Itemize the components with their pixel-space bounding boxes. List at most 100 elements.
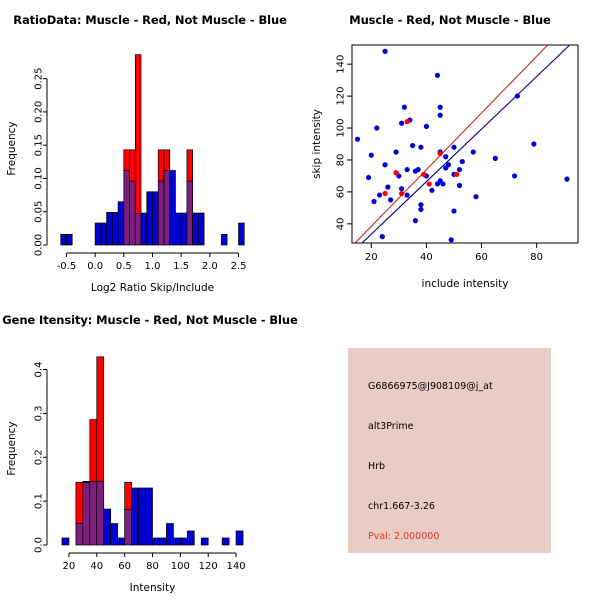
hist-bar-muscle: [124, 481, 132, 510]
ratio-histogram-svg: 0.00 0.05 0.10 0.15 0.20 0.25 -0.5 0.0 0.5 1.0 1.5…: [6, 54, 247, 294]
hist-bar-muscle: [123, 149, 130, 171]
y-tick-label: 140: [336, 55, 347, 74]
y-tick-label: 0.25: [34, 67, 45, 89]
y-tick-label: 40: [336, 217, 347, 230]
x-tick-label: 0.5: [116, 261, 132, 272]
hist-bar-muscle: [96, 356, 105, 482]
scatter-point-not-muscle: [459, 158, 465, 165]
x-tick-label: 60: [475, 252, 488, 263]
scatter-point-not-muscle: [514, 93, 520, 99]
hist-bar-not-muscle: [106, 212, 113, 246]
plot-frame: [351, 44, 579, 244]
hist-bar-muscle: [75, 481, 84, 524]
scatter-point-not-muscle: [429, 187, 435, 193]
scatter-point-not-muscle: [382, 48, 388, 54]
y-tick-label: 0.10: [34, 167, 45, 189]
scatter-point-not-muscle: [531, 141, 537, 147]
y-tick-label: 100: [336, 118, 347, 137]
scatter-point-not-muscle: [473, 194, 479, 200]
hist-bar-not-muscle: [220, 234, 228, 246]
panel-ratio-histogram: RatioData: Muscle - Red, Not Muscle - Bl…: [0, 0, 300, 300]
y-tick-label: 0.00: [34, 234, 45, 256]
x-tick-label: 2.5: [231, 261, 247, 272]
y-axis-label: skip intensity: [311, 109, 323, 179]
hist-bar-not-muscle: [159, 537, 167, 546]
hist-bar-not-muscle: [131, 487, 139, 546]
scatter-point-not-muscle: [492, 155, 498, 161]
hist-bar-not-muscle: [152, 191, 159, 246]
panel-intensity-scatter: Muscle - Red, Not Muscle - Blue 40 60 80 10…: [300, 0, 600, 300]
x-axis: 20 40 60 80 100 120 140: [63, 552, 246, 572]
hist-bar-not-muscle: [140, 212, 148, 246]
y-tick-label: 0.2: [34, 449, 45, 465]
x-tick-label: 1.0: [145, 261, 161, 272]
hist-bar-not-muscle: [180, 212, 188, 246]
x-tick-label: 2.0: [202, 261, 218, 272]
hist-bar-muscle: [186, 149, 193, 182]
scatter-point-not-muscle: [443, 165, 449, 171]
y-axis: 0.0 0.1 0.2 0.3 0.4: [34, 362, 48, 553]
hist-bar-not-muscle: [166, 523, 174, 546]
scatter-point-not-muscle: [456, 166, 463, 173]
scatter-point-not-muscle: [437, 104, 443, 110]
hist-bar-not-muscle: [110, 523, 119, 546]
hist-bar-not-muscle: [235, 530, 244, 546]
scatter-point-muscle: [426, 181, 432, 187]
hist-bar-overlap: [157, 180, 165, 246]
hist-bar-not-muscle: [198, 212, 205, 246]
scatter-point-not-muscle: [434, 181, 441, 187]
scatter-point-not-muscle: [418, 144, 424, 150]
y-tick-label: 60: [336, 186, 347, 199]
histogram-bars: [61, 356, 244, 546]
hist-bar-not-muscle: [82, 481, 91, 483]
scatter-point-not-muscle: [382, 162, 388, 168]
scatter-point-muscle: [382, 190, 388, 197]
scatter-point-not-muscle: [443, 154, 449, 160]
x-tick-label: 140: [227, 561, 246, 572]
panel-gene-info: G6866975@J908109@j_at alt3Prime Hrb chr1…: [300, 300, 600, 600]
y-tick-label: 80: [336, 154, 347, 167]
hist-bar-overlap: [124, 509, 132, 546]
scatter-panel-title: Muscle - Red, Not Muscle - Blue: [349, 13, 551, 27]
scatter-point-not-muscle: [404, 166, 410, 173]
x-axis: -0.5 0.0 0.5 1.0 1.5 2.0 2.5: [57, 252, 247, 272]
fit-line-not-muscle-fit: [361, 45, 571, 243]
pval-text: Pval: 2.000000: [368, 531, 440, 542]
hist-bar-not-muscle: [238, 222, 245, 246]
scatter-point-not-muscle: [448, 237, 454, 243]
hist-bar-not-muscle: [146, 191, 153, 246]
probe-id-text: G6866975@J908109@j_at: [368, 381, 493, 392]
x-tick-label: 20: [365, 252, 378, 263]
x-axis-label: include intensity: [422, 278, 509, 290]
scatter-point-muscle: [393, 170, 399, 176]
x-axis: 20 40 60 80: [365, 243, 543, 263]
y-tick-label: 120: [336, 87, 347, 106]
scatter-point-not-muscle: [456, 182, 463, 189]
scatter-point-muscle: [437, 150, 443, 157]
intensity-scatter-svg: 40 60 80 100 120 140 20 40 60 80 include intensity…: [311, 44, 579, 290]
hist-bar-not-muscle: [145, 487, 153, 546]
y-tick-label: 0.3: [34, 405, 45, 421]
y-tick-label: 0.15: [34, 134, 45, 156]
scatter-point-not-muscle: [564, 176, 570, 182]
hist-bar-not-muscle: [192, 212, 199, 246]
x-tick-label: 80: [530, 252, 543, 263]
scatter-point-muscle: [399, 190, 405, 197]
hist-bar-not-muscle: [180, 537, 188, 546]
y-axis-label: Frequency: [6, 121, 18, 175]
scatter-point-not-muscle: [451, 208, 457, 214]
panel-gene-intensity-histogram: Gene Itensity: Muscle - Red, Not Muscle …: [0, 300, 300, 600]
hist-bar-not-muscle: [200, 537, 209, 546]
scatter-point-not-muscle: [451, 144, 457, 150]
gene-histogram-svg: 0.0 0.1 0.2 0.3 0.4 20 40 60 80 100 120 140 Intensit…: [6, 356, 246, 594]
scatter-point-not-muscle: [512, 173, 518, 179]
hist-bar-overlap: [75, 523, 84, 546]
hist-bar-muscle: [157, 149, 165, 182]
fit-line-muscle-fit: [354, 45, 549, 243]
x-tick-label: -0.5: [57, 261, 77, 272]
y-tick-label: 0.1: [34, 493, 45, 509]
scatter-point-not-muscle: [440, 181, 446, 187]
gene-symbol-text: Hrb: [368, 461, 386, 472]
scatter-point-not-muscle: [379, 234, 385, 240]
scatter-point-not-muscle: [399, 186, 405, 192]
